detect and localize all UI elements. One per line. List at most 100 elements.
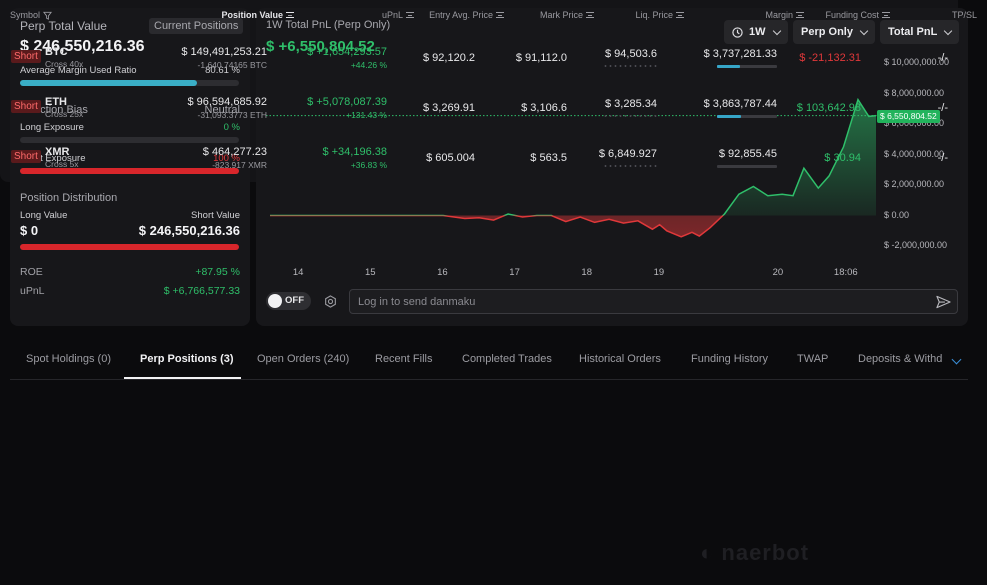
- margin-value: $ 92,855.45: [718, 148, 777, 160]
- danmaku-toggle[interactable]: OFF: [266, 292, 311, 310]
- pnl-line-negative: [270, 215, 725, 238]
- y-tick-label: $ 8,000,000.00: [884, 87, 945, 98]
- margin-ratio-bar: [20, 80, 239, 86]
- tab-item[interactable]: Spot Holdings (0): [26, 353, 111, 365]
- direction-bias-value: Neutral: [204, 104, 240, 116]
- tab-divider: [10, 379, 968, 380]
- long-exposure-label: Long Exposure: [20, 122, 84, 133]
- entry-price: $ 605.004: [426, 152, 475, 164]
- pnl-area-positive: [270, 99, 876, 216]
- header-symbol[interactable]: Symbol: [10, 10, 53, 20]
- upnl-value: $ +5,078,087.39: [307, 96, 387, 108]
- liq-price: $ 94,503.6: [605, 48, 657, 60]
- period-select[interactable]: 1W: [724, 20, 788, 44]
- long-value: $ 0: [20, 223, 39, 238]
- sort-icon: [796, 12, 804, 18]
- tab-item[interactable]: Funding History: [691, 353, 769, 365]
- entry-price: $ 3,269.91: [423, 102, 475, 114]
- pnl-chart: [266, 97, 880, 238]
- tpsl-value[interactable]: -/-: [937, 52, 948, 64]
- position-value: $ 149,491,253.21: [181, 46, 267, 58]
- tab-item[interactable]: Recent Fills: [375, 353, 433, 365]
- table-row[interactable]: Short XMR Cross 5x $ 464,277.23 -823.917 XMR…: [0, 133, 958, 183]
- margin-value: $ 3,863,787.44: [703, 98, 777, 110]
- header-funding-cost[interactable]: Funding Cost: [825, 10, 890, 20]
- period-select-label: 1W: [749, 26, 766, 38]
- sort-icon: [882, 12, 890, 18]
- header-mark-price[interactable]: Mark Price: [540, 10, 594, 20]
- mark-price: $ 3,106.6: [521, 102, 567, 114]
- tab-item[interactable]: Perp Positions (3): [140, 353, 234, 365]
- tpsl-value[interactable]: -/-: [937, 102, 948, 114]
- liq-distance-dots: [603, 115, 657, 117]
- header-margin[interactable]: Margin: [765, 10, 804, 20]
- liq-distance-dots: [603, 165, 657, 167]
- header-entry-price[interactable]: Entry Avg. Price: [429, 10, 504, 20]
- danmaku-input[interactable]: Log in to send danmaku: [349, 289, 958, 314]
- header-position-value-label: Position Value: [221, 10, 283, 20]
- x-tick-label: 15: [365, 267, 376, 278]
- x-tick-label: 19: [653, 267, 665, 278]
- filter-icon[interactable]: [43, 11, 53, 20]
- position-value: $ 464,277.23: [202, 146, 267, 158]
- x-tick-label: 16: [437, 267, 448, 278]
- symbol-name[interactable]: BTC: [45, 46, 68, 58]
- header-mark-price-label: Mark Price: [539, 10, 583, 20]
- roe-value: +87.95 %: [195, 266, 240, 278]
- send-icon[interactable]: [936, 295, 951, 309]
- upnl-percent: +44.26 %: [350, 60, 387, 70]
- metric-select[interactable]: Total PnL: [880, 20, 960, 44]
- position-distribution-label: Position Distribution: [20, 192, 118, 204]
- short-exposure-bar: [20, 168, 239, 174]
- pnl-value: $ +6,550,804.52: [266, 38, 375, 55]
- y-tick-label: $ 4,000,000.00: [884, 148, 945, 159]
- mark-price: $ 563.5: [530, 152, 567, 164]
- scope-select[interactable]: Perp Only: [793, 20, 875, 44]
- danmaku-placeholder: Log in to send danmaku: [358, 296, 476, 308]
- liq-price: $ 6,849.927: [598, 148, 657, 160]
- short-exposure-value: 100 %: [213, 153, 240, 164]
- current-positions-button[interactable]: Current Positions: [149, 18, 244, 34]
- header-liq-price[interactable]: Liq. Price: [635, 10, 684, 20]
- header-upnl[interactable]: uPnL: [382, 10, 414, 20]
- tab-item[interactable]: Completed Trades: [462, 353, 552, 365]
- y-tick-label: $ 10,000,000.00: [884, 57, 950, 67]
- y-tick-label: $ -2,000,000.00: [884, 240, 948, 250]
- header-entry-price-label: Entry Avg. Price: [429, 10, 493, 20]
- tab-item[interactable]: Deposits & Withd: [858, 353, 943, 365]
- watermark: ◐ naerbot: [700, 540, 810, 565]
- position-size: -823.917 XMR: [212, 160, 267, 170]
- symbol-name[interactable]: ETH: [45, 96, 67, 108]
- y-tick-label: $ 6,000,000.00: [884, 118, 945, 128]
- table-row[interactable]: Short BTC Cross 40x $ 149,491,253.21 -1,640.…: [0, 33, 958, 83]
- header-liq-price-label: Liq. Price: [635, 10, 673, 20]
- roe-label: ROE: [20, 266, 43, 278]
- tab-item[interactable]: TWAP: [797, 353, 829, 365]
- margin-usage-bar: [717, 165, 777, 168]
- position-size: -31,093.3773 ETH: [197, 110, 267, 120]
- sort-icon: [676, 12, 684, 18]
- x-tick-label: 18: [581, 267, 592, 278]
- short-exposure-fill: [20, 168, 239, 174]
- funding-cost: $ 103,642.98: [796, 102, 861, 114]
- tpsl-value[interactable]: -/-: [937, 152, 948, 164]
- header-position-value[interactable]: Position Value: [221, 10, 294, 20]
- side-badge: Short: [11, 100, 41, 113]
- tab-item[interactable]: Historical Orders: [579, 353, 661, 365]
- perp-total-value: $ 246,550,216.36: [20, 38, 145, 55]
- upnl-value: $ +6,766,577.33: [163, 285, 240, 297]
- mark-price: $ 91,112.0: [515, 52, 567, 64]
- symbol-name[interactable]: XMR: [45, 146, 70, 158]
- tabs-expand-chevron-icon[interactable]: [951, 354, 962, 365]
- summary-panel: Perp Total Value Current Positions $ 246…: [10, 8, 250, 326]
- x-tick-label: 18:06: [833, 267, 858, 278]
- margin-ratio-label: Average Margin Used Ratio: [20, 65, 137, 76]
- long-exposure-value: 0 %: [223, 122, 240, 133]
- sort-icon: [496, 12, 504, 18]
- settings-icon[interactable]: [324, 295, 337, 308]
- table-row[interactable]: Short ETH Cross 25x $ 96,594,685.92 -31,093.…: [0, 83, 958, 133]
- tab-item[interactable]: Open Orders (240): [257, 353, 350, 365]
- x-tick-label: 20: [772, 267, 784, 278]
- sort-icon: [586, 12, 594, 18]
- metric-select-label: Total PnL: [888, 26, 938, 38]
